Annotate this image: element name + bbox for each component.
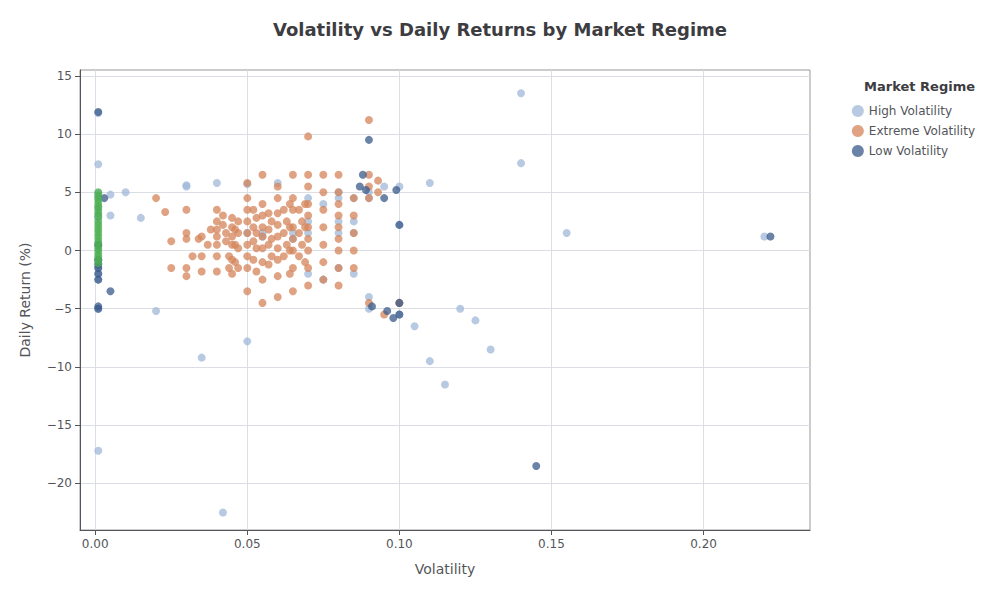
svg-text:Volatility vs Daily Returns by: Volatility vs Daily Returns by Market Re… (273, 19, 727, 40)
svg-text:Extreme Volatility: Extreme Volatility (869, 124, 975, 138)
svg-text:10: 10 (57, 127, 72, 141)
svg-text:−15: −15 (47, 418, 72, 432)
svg-text:−5: −5 (54, 302, 72, 316)
svg-text:Low Volatility: Low Volatility (869, 144, 948, 158)
svg-text:−10: −10 (47, 360, 72, 374)
svg-text:Market Regime: Market Regime (864, 79, 975, 94)
svg-text:0: 0 (64, 244, 72, 258)
svg-text:0.00: 0.00 (82, 537, 109, 551)
svg-text:−20: −20 (47, 476, 72, 490)
svg-text:0.15: 0.15 (538, 537, 565, 551)
svg-text:15: 15 (57, 69, 72, 83)
svg-text:0.05: 0.05 (234, 537, 261, 551)
svg-text:5: 5 (64, 185, 72, 199)
svg-text:0.20: 0.20 (690, 537, 717, 551)
svg-text:Daily Return (%): Daily Return (%) (17, 242, 33, 357)
svg-text:Volatility: Volatility (415, 561, 475, 577)
svg-text:High Volatility: High Volatility (869, 104, 952, 118)
svg-text:0.10: 0.10 (386, 537, 413, 551)
